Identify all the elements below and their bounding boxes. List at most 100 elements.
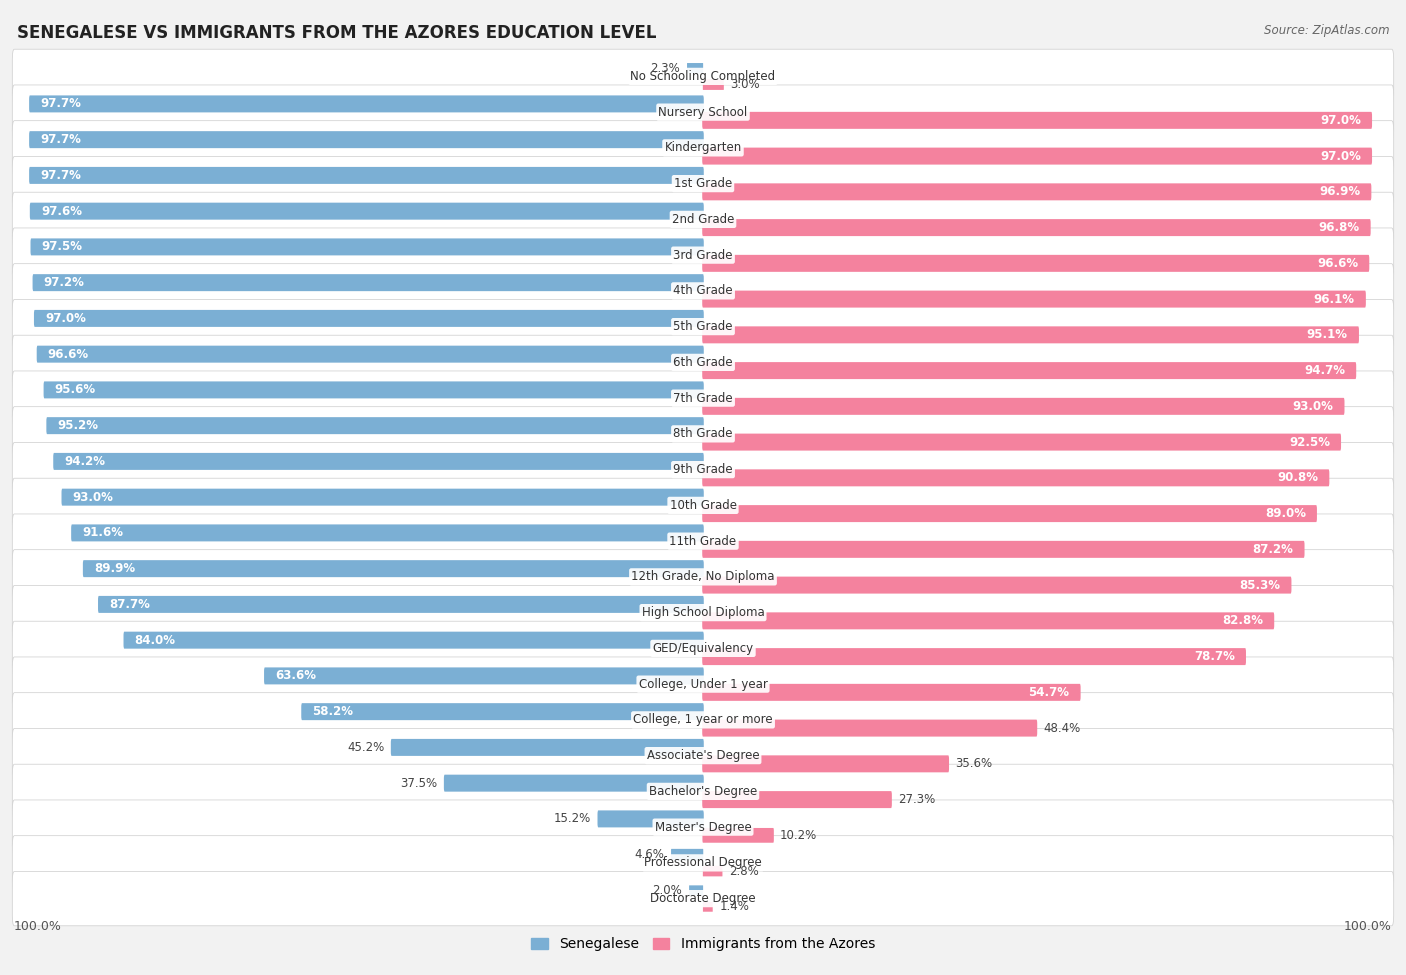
Text: 100.0%: 100.0% bbox=[14, 920, 62, 933]
Text: 63.6%: 63.6% bbox=[276, 670, 316, 682]
Text: 96.6%: 96.6% bbox=[48, 348, 89, 361]
FancyBboxPatch shape bbox=[702, 291, 1365, 307]
Text: 97.0%: 97.0% bbox=[1320, 149, 1361, 163]
Text: 9th Grade: 9th Grade bbox=[673, 463, 733, 476]
Text: 7th Grade: 7th Grade bbox=[673, 392, 733, 405]
Text: 87.2%: 87.2% bbox=[1253, 543, 1294, 556]
FancyBboxPatch shape bbox=[703, 902, 713, 912]
FancyBboxPatch shape bbox=[13, 800, 1393, 854]
Text: 85.3%: 85.3% bbox=[1239, 578, 1281, 592]
Text: 2.0%: 2.0% bbox=[652, 884, 682, 897]
FancyBboxPatch shape bbox=[702, 219, 1371, 236]
Text: 1.4%: 1.4% bbox=[720, 900, 749, 914]
FancyBboxPatch shape bbox=[13, 550, 1393, 604]
Text: 96.9%: 96.9% bbox=[1319, 185, 1360, 198]
FancyBboxPatch shape bbox=[13, 657, 1393, 712]
FancyBboxPatch shape bbox=[13, 263, 1393, 318]
FancyBboxPatch shape bbox=[46, 417, 704, 434]
FancyBboxPatch shape bbox=[13, 764, 1393, 819]
Text: Master's Degree: Master's Degree bbox=[655, 821, 751, 834]
Text: 27.3%: 27.3% bbox=[898, 793, 935, 806]
FancyBboxPatch shape bbox=[13, 514, 1393, 568]
Text: Nursery School: Nursery School bbox=[658, 105, 748, 119]
FancyBboxPatch shape bbox=[30, 132, 704, 148]
Text: 93.0%: 93.0% bbox=[1292, 400, 1333, 412]
Text: No Schooling Completed: No Schooling Completed bbox=[630, 70, 776, 83]
Text: Kindergarten: Kindergarten bbox=[665, 141, 741, 154]
Text: 89.9%: 89.9% bbox=[94, 563, 135, 575]
Text: 84.0%: 84.0% bbox=[135, 634, 176, 646]
Text: 97.2%: 97.2% bbox=[44, 276, 84, 290]
FancyBboxPatch shape bbox=[301, 703, 704, 721]
FancyBboxPatch shape bbox=[13, 443, 1393, 497]
FancyBboxPatch shape bbox=[30, 96, 704, 112]
Text: Doctorate Degree: Doctorate Degree bbox=[650, 892, 756, 905]
Text: 4th Grade: 4th Grade bbox=[673, 285, 733, 297]
Text: 1st Grade: 1st Grade bbox=[673, 177, 733, 190]
FancyBboxPatch shape bbox=[30, 203, 704, 219]
Text: 2.3%: 2.3% bbox=[651, 61, 681, 75]
FancyBboxPatch shape bbox=[444, 775, 704, 792]
FancyBboxPatch shape bbox=[702, 434, 1341, 450]
FancyBboxPatch shape bbox=[391, 739, 704, 756]
FancyBboxPatch shape bbox=[13, 85, 1393, 139]
FancyBboxPatch shape bbox=[598, 810, 704, 828]
Text: 91.6%: 91.6% bbox=[83, 526, 124, 539]
FancyBboxPatch shape bbox=[72, 525, 704, 541]
FancyBboxPatch shape bbox=[702, 791, 891, 808]
Text: 92.5%: 92.5% bbox=[1289, 436, 1330, 448]
Text: 82.8%: 82.8% bbox=[1222, 614, 1263, 627]
FancyBboxPatch shape bbox=[13, 872, 1393, 926]
FancyBboxPatch shape bbox=[688, 63, 703, 73]
FancyBboxPatch shape bbox=[264, 668, 704, 684]
FancyBboxPatch shape bbox=[13, 192, 1393, 247]
Text: 90.8%: 90.8% bbox=[1277, 471, 1319, 485]
FancyBboxPatch shape bbox=[703, 866, 723, 877]
Text: 96.6%: 96.6% bbox=[1317, 256, 1358, 270]
Text: 97.6%: 97.6% bbox=[41, 205, 82, 217]
FancyBboxPatch shape bbox=[13, 692, 1393, 747]
FancyBboxPatch shape bbox=[703, 828, 773, 842]
Text: 48.4%: 48.4% bbox=[1043, 722, 1081, 734]
Text: 54.7%: 54.7% bbox=[1029, 685, 1070, 699]
Text: 94.7%: 94.7% bbox=[1305, 364, 1346, 377]
Legend: Senegalese, Immigrants from the Azores: Senegalese, Immigrants from the Azores bbox=[526, 932, 880, 956]
FancyBboxPatch shape bbox=[98, 596, 704, 613]
Text: Associate's Degree: Associate's Degree bbox=[647, 749, 759, 762]
Text: 3.0%: 3.0% bbox=[731, 78, 761, 91]
Text: Source: ZipAtlas.com: Source: ZipAtlas.com bbox=[1264, 24, 1389, 37]
FancyBboxPatch shape bbox=[13, 299, 1393, 354]
FancyBboxPatch shape bbox=[32, 274, 704, 292]
FancyBboxPatch shape bbox=[702, 505, 1317, 522]
FancyBboxPatch shape bbox=[689, 885, 703, 895]
FancyBboxPatch shape bbox=[702, 183, 1371, 200]
FancyBboxPatch shape bbox=[13, 49, 1393, 103]
FancyBboxPatch shape bbox=[702, 576, 1292, 594]
Text: 4.6%: 4.6% bbox=[634, 848, 665, 861]
Text: 78.7%: 78.7% bbox=[1194, 650, 1234, 663]
Text: 12th Grade, No Diploma: 12th Grade, No Diploma bbox=[631, 570, 775, 583]
FancyBboxPatch shape bbox=[13, 621, 1393, 676]
Text: 96.8%: 96.8% bbox=[1319, 221, 1360, 234]
FancyBboxPatch shape bbox=[31, 239, 704, 255]
FancyBboxPatch shape bbox=[62, 488, 704, 506]
FancyBboxPatch shape bbox=[702, 648, 1246, 665]
Text: 95.6%: 95.6% bbox=[55, 383, 96, 397]
Text: 95.2%: 95.2% bbox=[58, 419, 98, 432]
FancyBboxPatch shape bbox=[702, 612, 1274, 629]
FancyBboxPatch shape bbox=[702, 362, 1357, 379]
Text: 58.2%: 58.2% bbox=[312, 705, 353, 719]
Text: High School Diploma: High School Diploma bbox=[641, 606, 765, 619]
FancyBboxPatch shape bbox=[13, 121, 1393, 176]
Text: 5th Grade: 5th Grade bbox=[673, 320, 733, 333]
FancyBboxPatch shape bbox=[13, 370, 1393, 425]
FancyBboxPatch shape bbox=[702, 398, 1344, 414]
FancyBboxPatch shape bbox=[702, 469, 1329, 487]
FancyBboxPatch shape bbox=[671, 849, 703, 860]
Text: 15.2%: 15.2% bbox=[554, 812, 592, 826]
Text: 2.8%: 2.8% bbox=[730, 865, 759, 878]
FancyBboxPatch shape bbox=[124, 632, 704, 648]
Text: 2nd Grade: 2nd Grade bbox=[672, 213, 734, 226]
Text: 97.0%: 97.0% bbox=[1320, 114, 1361, 127]
FancyBboxPatch shape bbox=[13, 728, 1393, 783]
